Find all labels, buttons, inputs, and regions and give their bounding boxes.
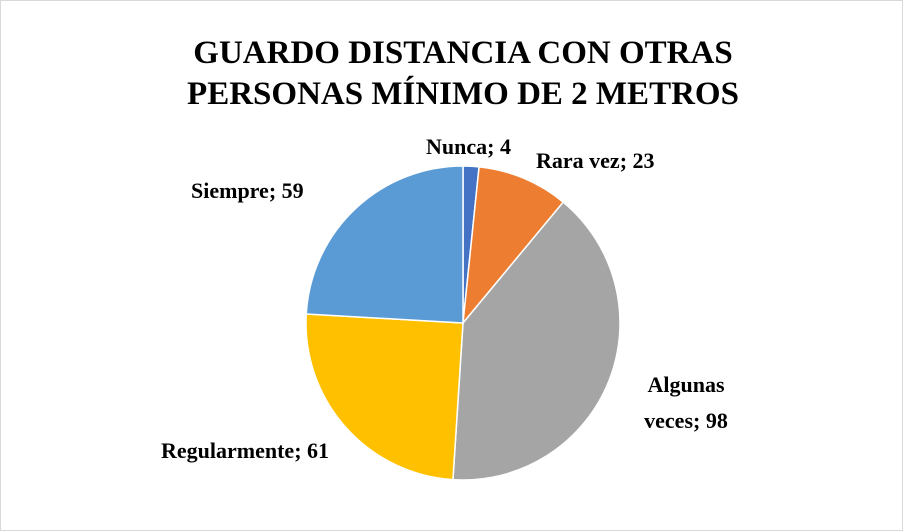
category-label: Siempre bbox=[191, 178, 269, 203]
data-label: Rara vez; 23 bbox=[536, 148, 655, 173]
data-label: Regularmente; 61 bbox=[161, 438, 330, 463]
category-label: Rara vez bbox=[536, 148, 620, 173]
data-label: Siempre; 59 bbox=[191, 178, 304, 203]
value-label: 59 bbox=[281, 178, 304, 203]
data-label: Algunas veces; 98 bbox=[644, 372, 728, 433]
pie-slice bbox=[305, 165, 464, 324]
value-label: 98 bbox=[705, 408, 728, 433]
pie-slice bbox=[452, 201, 621, 481]
category-label: Regularmente bbox=[161, 438, 295, 463]
value-label: 4 bbox=[499, 134, 511, 159]
pie-slice bbox=[462, 166, 565, 326]
pie-slice bbox=[305, 313, 464, 481]
category-label: Algunas veces bbox=[644, 372, 725, 433]
category-label: Nunca bbox=[426, 134, 488, 159]
data-label: Nunca; 4 bbox=[426, 134, 511, 159]
value-label: 61 bbox=[307, 438, 330, 463]
chart-title: GUARDO DISTANCIA CON OTRAS PERSONAS MÍNI… bbox=[187, 35, 739, 112]
value-label: 23 bbox=[632, 148, 655, 173]
